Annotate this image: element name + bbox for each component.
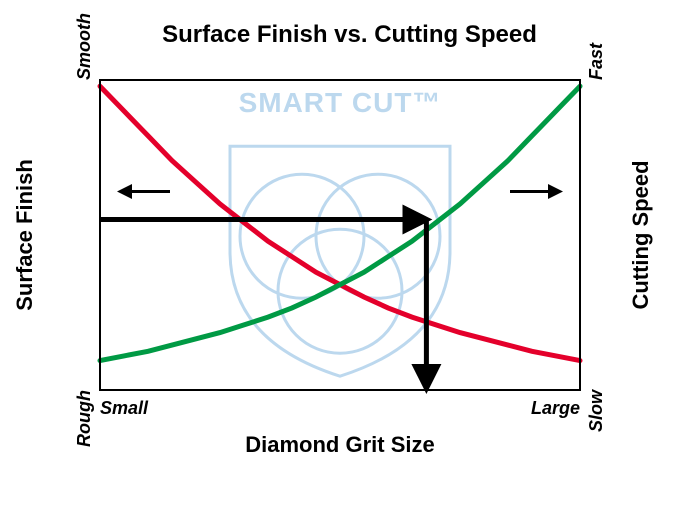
y-left-low: Rough [74,390,94,447]
x-label-high: Large [531,398,580,418]
y-left-high: Smooth [74,13,94,80]
x-label-low: Small [100,398,149,418]
x-axis-title: Diamond Grit Size [245,432,434,457]
y-left-title: Surface Finish [12,159,37,311]
watermark-text: SMART CUT™ [239,87,442,118]
y-right-high: Fast [586,42,606,80]
chart-title: Surface Finish vs. Cutting Speed [162,21,537,48]
y-right-low: Slow [586,389,606,432]
y-right-title: Cutting Speed [628,160,653,309]
